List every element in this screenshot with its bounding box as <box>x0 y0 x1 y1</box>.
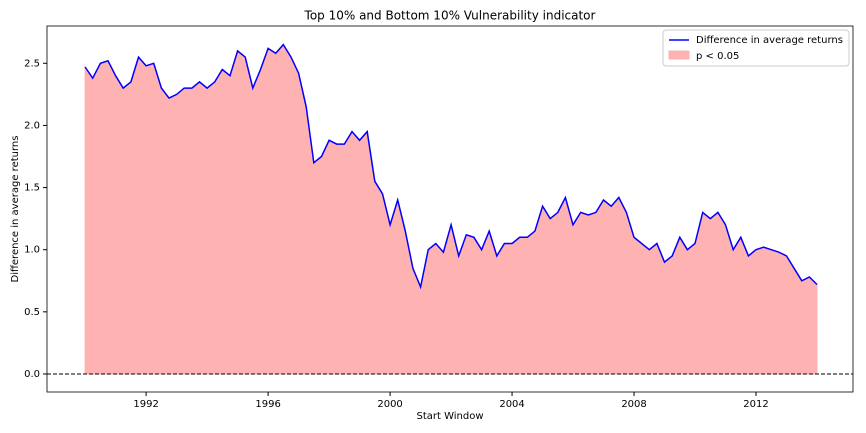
y-tick-label: 1.5 <box>24 183 40 194</box>
x-tick-label: 1992 <box>133 399 158 410</box>
legend-label: Difference in average returns <box>696 35 843 46</box>
data-line <box>84 43 818 290</box>
plot-frame <box>46 25 854 393</box>
x-axis-label: Start Window <box>416 411 483 422</box>
y-tick-label: 0.0 <box>24 369 40 380</box>
legend: Difference in average returns p < 0.05 <box>662 29 850 67</box>
y-tick-label: 1.0 <box>24 245 40 256</box>
x-tick-label: 2012 <box>743 399 768 410</box>
significance-area <box>84 43 818 375</box>
x-tick-label: 2004 <box>499 399 524 410</box>
x-tick-label: 2000 <box>377 399 402 410</box>
y-tick-label: 2.5 <box>24 58 40 69</box>
y-tick-label: 2.0 <box>24 120 40 131</box>
x-tick-label: 1996 <box>255 399 280 410</box>
y-axis-label: Difference in average returns <box>10 136 21 283</box>
y-tick-label: 0.5 <box>24 307 40 318</box>
chart-title: Top 10% and Bottom 10% Vulnerability ind… <box>304 9 596 23</box>
legend-label: p < 0.05 <box>696 51 739 62</box>
x-tick-label: 2008 <box>621 399 646 410</box>
legend-fill-swatch <box>668 50 690 60</box>
legend-box <box>662 29 850 67</box>
